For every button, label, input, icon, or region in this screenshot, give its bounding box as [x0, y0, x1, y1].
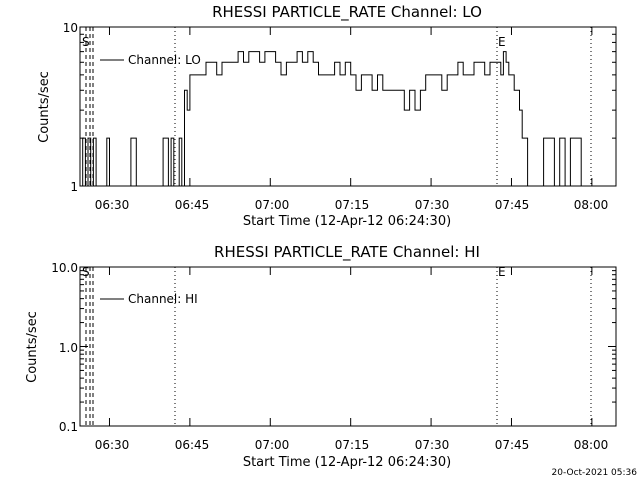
plot-frame	[79, 266, 617, 427]
marker-lines	[85, 267, 592, 426]
x-tick-labels: 06:30 06:45 07:00 07:15 07:30 07:45 08:0…	[95, 198, 609, 212]
x-tick-label: 07:45	[495, 198, 530, 212]
x-tick-label: 07:00	[255, 438, 290, 452]
x-tick-label: 06:45	[175, 438, 210, 452]
start-annotation: S	[82, 265, 90, 279]
chart-title: RHESSI PARTICLE_RATE Channel: LO	[212, 3, 482, 22]
chart-title: RHESSI PARTICLE_RATE Channel: HI	[214, 243, 480, 262]
x-tick-label: 08:00	[574, 198, 609, 212]
x-axis-label: Start Time (12-Apr-12 06:24:30)	[243, 214, 451, 229]
footer-timestamp: 20-Oct-2021 05:36	[552, 468, 638, 478]
x-tick-label: 07:45	[495, 438, 530, 452]
x-tick-label: 06:45	[175, 198, 210, 212]
end-annotation: E	[498, 265, 506, 279]
series-line	[80, 51, 602, 187]
y-tick-label: 1.0	[59, 341, 78, 355]
x-tick-label: 06:30	[95, 438, 130, 452]
y-tick-label: 1	[70, 180, 78, 194]
x-tick-label: 07:00	[255, 198, 290, 212]
axis-ticks	[80, 266, 616, 427]
series-lo	[80, 51, 602, 187]
legend-label: Channel: HI	[128, 292, 198, 306]
x-tick-label: 07:15	[335, 438, 370, 452]
x-tick-label: 08:00	[574, 438, 609, 452]
x-tick-labels: 06:30 06:45 07:00 07:15 07:30 07:45 08:0…	[95, 438, 609, 452]
x-tick-label: 07:30	[415, 198, 450, 212]
marker-lines	[85, 27, 592, 186]
y-tick-label: 10.0	[51, 261, 78, 275]
x-tick-label: 07:15	[335, 198, 370, 212]
y-tick-label: 10	[63, 21, 78, 35]
legend-label: Channel: LO	[128, 53, 201, 67]
y-axis-label: Counts/sec	[37, 71, 52, 143]
start-annotation: S	[82, 35, 90, 49]
plot-frame	[79, 26, 617, 187]
x-tick-label: 07:30	[415, 438, 450, 452]
axis-ticks	[80, 26, 616, 187]
y-tick-label: 0.1	[59, 420, 78, 434]
y-axis-label: Counts/sec	[25, 311, 40, 383]
panel-lo: RHESSI PARTICLE_RATE Channel: LO Counts/…	[37, 3, 617, 229]
x-tick-label: 06:30	[95, 198, 130, 212]
x-axis-label: Start Time (12-Apr-12 06:24:30)	[243, 455, 451, 470]
panel-hi: RHESSI PARTICLE_RATE Channel: HI Counts/…	[25, 243, 617, 470]
end-annotation: E	[498, 35, 506, 49]
